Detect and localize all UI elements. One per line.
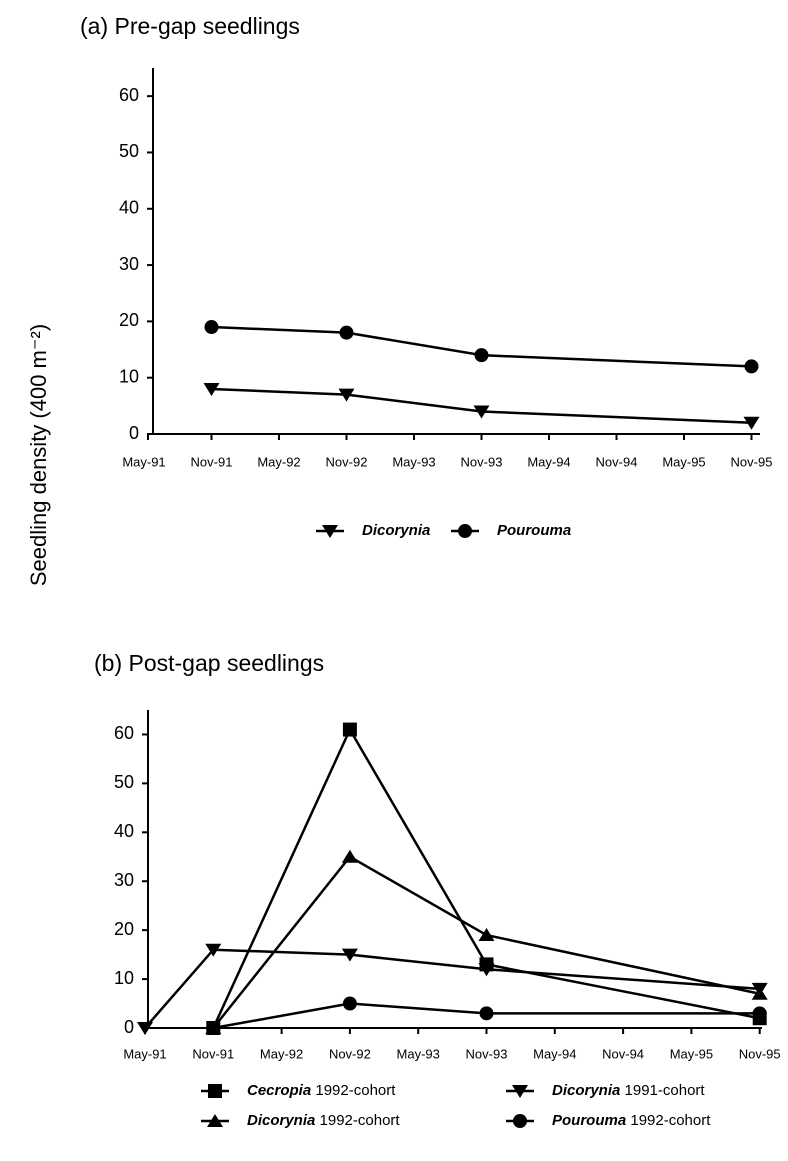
y-tick-label: 0 <box>129 423 139 443</box>
marker <box>479 1006 494 1021</box>
marker <box>342 996 357 1011</box>
x-tick-label: May-92 <box>260 1046 303 1061</box>
chart-title: (a) Pre-gap seedlings <box>80 13 300 39</box>
x-tick-label: Nov-91 <box>191 454 233 469</box>
y-tick-label: 30 <box>114 870 134 890</box>
legend-label: Dicorynia 1991-cohort <box>552 1082 705 1099</box>
y-tick-label: 60 <box>114 723 134 743</box>
y-tick-label: 50 <box>119 141 139 161</box>
x-tick-label: Nov-92 <box>329 1046 371 1061</box>
x-tick-label: Nov-95 <box>731 454 773 469</box>
x-tick-label: May-93 <box>397 1046 440 1061</box>
series-line <box>212 726 760 1029</box>
x-tick-label: Nov-93 <box>466 1046 508 1061</box>
marker <box>204 320 219 335</box>
x-tick-label: Nov-94 <box>596 454 638 469</box>
marker <box>341 948 358 962</box>
marker <box>206 1021 221 1035</box>
y-tick-label: 10 <box>114 968 134 988</box>
y-tick-label: 0 <box>124 1017 134 1037</box>
marker <box>512 1085 528 1098</box>
x-tick-label: Nov-94 <box>602 1046 644 1061</box>
marker <box>322 525 338 538</box>
x-tick-label: Nov-92 <box>326 454 368 469</box>
marker <box>203 382 220 396</box>
marker <box>743 416 760 430</box>
legend-label: Cecropia 1992-cohort <box>247 1082 396 1099</box>
marker <box>458 524 472 538</box>
marker <box>744 359 759 374</box>
marker <box>137 1022 153 1035</box>
y-tick-label: 40 <box>114 821 134 841</box>
legend-label: Dicorynia 1992-cohort <box>247 1112 400 1129</box>
x-tick-label: May-91 <box>122 454 165 469</box>
y-axis-label: Seedling density (400 m⁻²) <box>26 324 51 586</box>
marker <box>338 388 355 402</box>
series-line <box>211 387 752 424</box>
x-tick-label: Nov-93 <box>461 454 503 469</box>
marker <box>341 849 358 863</box>
marker <box>207 1114 223 1127</box>
marker <box>474 348 489 363</box>
x-tick-label: May-93 <box>392 454 435 469</box>
marker <box>473 405 490 419</box>
x-tick-label: May-95 <box>670 1046 713 1061</box>
x-tick-label: May-92 <box>257 454 300 469</box>
x-tick-label: May-95 <box>662 454 705 469</box>
series-line <box>212 855 760 1029</box>
marker <box>478 963 495 977</box>
legend-label: Dicorynia <box>362 522 430 539</box>
series-line <box>211 325 752 368</box>
x-tick-label: Nov-91 <box>192 1046 234 1061</box>
x-tick-label: May-94 <box>533 1046 576 1061</box>
y-tick-label: 10 <box>119 366 139 386</box>
marker <box>339 325 354 340</box>
y-tick-label: 50 <box>114 772 134 792</box>
y-tick-label: 40 <box>119 198 139 218</box>
y-tick-label: 60 <box>119 85 139 105</box>
series-line <box>144 948 760 1029</box>
marker <box>751 986 768 1000</box>
y-tick-label: 30 <box>119 254 139 274</box>
legend-label: Pourouma <box>497 522 571 539</box>
marker <box>208 1084 222 1098</box>
x-tick-label: May-91 <box>123 1046 166 1061</box>
chart-title: (b) Post-gap seedlings <box>94 650 324 676</box>
y-tick-label: 20 <box>119 310 139 330</box>
x-tick-label: Nov-95 <box>739 1046 781 1061</box>
series-line <box>213 1002 760 1030</box>
marker <box>752 1006 767 1021</box>
marker <box>513 1114 527 1128</box>
legend-label: Pourouma 1992-cohort <box>552 1112 711 1129</box>
x-tick-label: May-94 <box>527 454 570 469</box>
y-tick-label: 20 <box>114 919 134 939</box>
marker <box>342 722 357 737</box>
marker <box>205 943 222 957</box>
marker <box>478 928 495 942</box>
